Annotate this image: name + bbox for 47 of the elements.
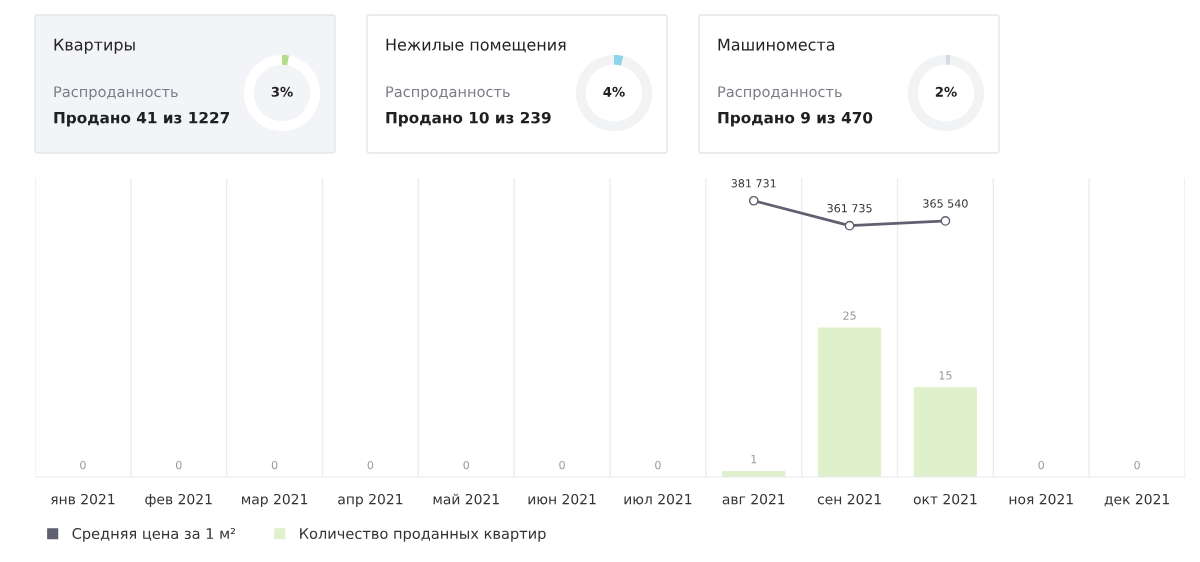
data-label: 3% bbox=[271, 86, 293, 97]
x-tick-label: ноя 2021 bbox=[1009, 493, 1073, 505]
data-label: 25 bbox=[843, 311, 856, 320]
data-label: 0 bbox=[175, 460, 182, 470]
donut-slice bbox=[243, 54, 321, 132]
data-label: 0 bbox=[463, 460, 470, 470]
x-tick-label: июл 2021 bbox=[624, 493, 692, 505]
data-label: 0 bbox=[1134, 460, 1140, 470]
data-label: 15 bbox=[939, 371, 952, 380]
text: Машиноместа bbox=[718, 38, 835, 51]
data-label: 0 bbox=[559, 460, 565, 470]
data-label: 0 bbox=[271, 460, 278, 470]
data-label: 0 bbox=[80, 460, 86, 470]
text: Распроданность bbox=[718, 86, 842, 101]
data-label: 381 731 bbox=[731, 179, 776, 188]
data-label: 1 bbox=[751, 455, 757, 464]
data-label: 4% bbox=[603, 86, 625, 97]
text: Продано 41 из 1227 bbox=[54, 111, 230, 127]
x-tick-label: дек 2021 bbox=[1104, 493, 1169, 507]
x-tick-label: июн 2021 bbox=[528, 493, 596, 505]
x-tick-label: окт 2021 bbox=[913, 493, 977, 505]
data-label: 365 540 bbox=[923, 199, 968, 208]
text: Распроданность bbox=[386, 86, 510, 101]
x-tick-label: авг 2021 bbox=[722, 493, 785, 505]
text: Квартиры bbox=[54, 38, 135, 54]
x-tick-label: апр 2021 bbox=[338, 493, 403, 508]
text: Продано 10 из 239 bbox=[386, 111, 551, 127]
donut-slice bbox=[282, 54, 290, 66]
x-tick-label: янв 2021 bbox=[51, 493, 115, 505]
text: Распроданность bbox=[54, 86, 178, 101]
data-label: 0 bbox=[1038, 460, 1045, 470]
x-tick-label: мар 2021 bbox=[242, 493, 308, 508]
data-label: 361 735 bbox=[827, 204, 872, 213]
data-label: 2% bbox=[935, 86, 957, 97]
donut-slice bbox=[575, 54, 653, 132]
donut-slice bbox=[614, 54, 624, 66]
data-label: 0 bbox=[367, 460, 374, 470]
donut-slice bbox=[946, 54, 951, 66]
legend-label: Количество проданных квартир bbox=[300, 528, 546, 542]
chart-title: Нежилые помещения bbox=[386, 38, 566, 53]
donut-slice bbox=[907, 54, 985, 132]
legend-label: Средняя цена за 1 м² bbox=[72, 528, 236, 542]
x-tick-label: фев 2021 bbox=[145, 493, 212, 508]
x-tick-label: май 2021 bbox=[433, 493, 499, 505]
x-tick-label: сен 2021 bbox=[817, 493, 881, 505]
data-label: 0 bbox=[655, 460, 661, 470]
text: Продано 9 из 470 bbox=[718, 111, 873, 127]
